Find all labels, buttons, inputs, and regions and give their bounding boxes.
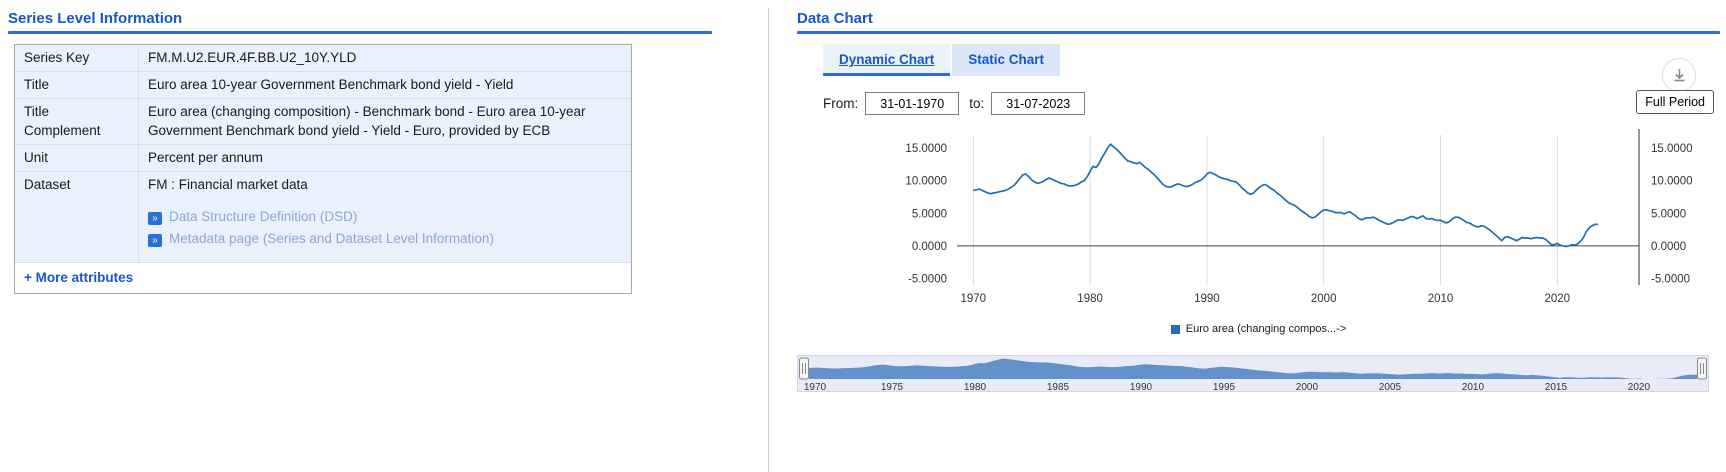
table-row-more-attributes: + More attributes [15, 262, 631, 293]
full-period-button[interactable]: Full Period [1636, 90, 1714, 114]
legend-swatch-icon [1170, 324, 1180, 334]
table-row-title-complement: Title Complement Euro area (changing com… [15, 99, 631, 145]
y-tick-label-left: 5.0000 [912, 208, 947, 220]
row-label: Unit [15, 144, 139, 173]
navigator-tick-label: 1995 [1213, 382, 1236, 393]
table-row-series-key: Series Key FM.M.U2.EUR.4F.BB.U2_10Y.YLD [15, 45, 631, 73]
x-tick-label: 1980 [1077, 293, 1103, 305]
series-info-panel: Series Level Information Series Key FM.M… [8, 8, 768, 472]
navigator-tick-label: 2000 [1296, 382, 1319, 393]
legend-label: Euro area (changing compos...-> [1185, 323, 1347, 335]
series-info-title: Series Level Information [8, 10, 183, 27]
tab-static-chart[interactable]: Static Chart [952, 44, 1061, 76]
to-label: to: [969, 96, 985, 111]
navigator-tick-label: 1970 [804, 382, 827, 393]
y-tick-label-left: 10.0000 [905, 176, 947, 188]
yield-line [973, 143, 1599, 248]
navigator-handle-right[interactable] [1697, 357, 1707, 380]
series-info-table: Series Key FM.M.U2.EUR.4F.BB.U2_10Y.YLD … [14, 44, 632, 294]
table-row-title: Title Euro area 10-year Government Bench… [15, 72, 631, 100]
metadata-link[interactable]: » Metadata page (Series and Dataset Level… [148, 230, 622, 248]
navigator-tick-label: 1985 [1047, 382, 1070, 393]
chart-tabs: Dynamic Chart Static Chart [823, 44, 1720, 76]
navigator-tick-label: 2010 [1462, 382, 1485, 393]
row-label: Title [15, 72, 139, 100]
navigator-tick-label: 1980 [964, 382, 987, 393]
from-label: From: [823, 96, 859, 111]
table-row-dataset: Dataset FM : Financial market data » Data… [15, 172, 631, 263]
y-tick-label-left: 0.0000 [912, 241, 947, 253]
navigator-tick-label: 2005 [1379, 382, 1402, 393]
row-value: Percent per annum [139, 144, 631, 173]
y-tick-label-right: 5.0000 [1651, 208, 1686, 220]
main-chart-svg[interactable]: 1970 1980 1990 2000 2010 2020 15.0000 15.0000 10… [797, 125, 1709, 307]
x-tick-label: 2020 [1545, 293, 1571, 305]
main-chart[interactable]: 1970 1980 1990 2000 2010 2020 15.0000 15.0000 10… [797, 125, 1720, 307]
row-label: Series Key [15, 45, 139, 73]
download-icon [1674, 68, 1684, 81]
data-chart-title: Data Chart [797, 10, 873, 27]
dsd-link-label[interactable]: Data Structure Definition (DSD) [169, 209, 358, 225]
x-tick-label: 2000 [1311, 293, 1337, 305]
navigator-svg[interactable]: 1970 1975 1980 1985 1990 1995 2000 2005 2010 2015… [797, 355, 1709, 393]
row-value: Euro area 10-year Government Benchmark b… [139, 72, 631, 100]
to-date-input[interactable] [991, 92, 1086, 115]
title-rule [8, 31, 712, 34]
tab-dynamic-chart[interactable]: Dynamic Chart [823, 44, 951, 76]
x-tick-label: 1990 [1194, 293, 1220, 305]
row-label: Title Complement [15, 99, 139, 145]
metadata-link-label[interactable]: Metadata page (Series and Dataset Level … [169, 230, 494, 246]
row-label: Dataset [15, 172, 139, 263]
download-button[interactable] [1662, 58, 1696, 92]
navigator-area[interactable] [809, 358, 1697, 380]
dataset-cell: FM : Financial market data » Data Structu… [139, 172, 631, 263]
row-value: FM.M.U2.EUR.4F.BB.U2_10Y.YLD [139, 45, 631, 73]
navigator-tick-label: 2015 [1545, 382, 1568, 393]
navigator-tick-label: 1990 [1130, 382, 1153, 393]
x-tick-label: 1970 [961, 293, 987, 305]
navigator-handle-left[interactable] [799, 357, 809, 380]
y-tick-label-right: 10.0000 [1651, 176, 1693, 188]
from-date-input[interactable] [865, 92, 960, 115]
arrow-badge-icon: » [148, 212, 162, 226]
row-value: Euro area (changing composition) - Bench… [139, 99, 631, 145]
dataset-value: FM : Financial market data [148, 177, 308, 193]
dsd-link[interactable]: » Data Structure Definition (DSD) [148, 208, 622, 226]
date-range-row: From: to: Full Period [823, 90, 1720, 115]
navigator-tick-label: 1975 [881, 382, 904, 393]
range-navigator[interactable]: 1970 1975 1980 1985 1990 1995 2000 2005 2010 2015… [797, 355, 1720, 393]
x-tick-label: 2010 [1428, 293, 1454, 305]
y-tick-label-right: 15.0000 [1651, 143, 1693, 155]
data-chart-panel: Data Chart Dynamic Chart Static Chart Fr… [768, 8, 1726, 472]
chart-legend[interactable]: Euro area (changing compos...-> [797, 323, 1720, 335]
title-rule [797, 31, 1720, 34]
more-attributes-button[interactable]: + More attributes [15, 262, 631, 293]
arrow-badge-icon: » [148, 233, 162, 247]
navigator-tick-label: 2020 [1628, 382, 1651, 393]
y-tick-label-left: -5.0000 [908, 274, 947, 286]
table-row-unit: Unit Percent per annum [15, 144, 631, 173]
y-tick-label-left: 15.0000 [905, 143, 947, 155]
y-tick-label-right: -5.0000 [1651, 274, 1690, 286]
y-tick-label-right: 0.0000 [1651, 241, 1686, 253]
